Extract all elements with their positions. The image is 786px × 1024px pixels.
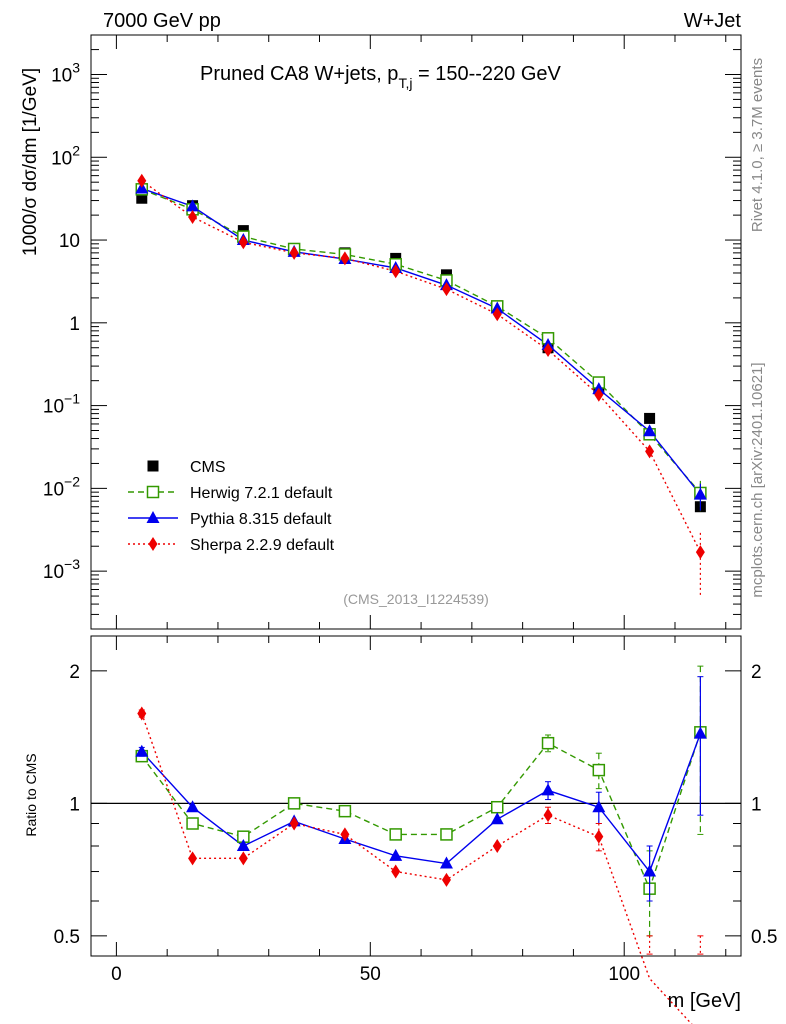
data-point <box>188 209 198 224</box>
ratio-point <box>135 744 149 757</box>
legend-entry: CMS <box>190 459 226 476</box>
ratio-tick-label-right: 1 <box>751 794 762 815</box>
legend-marker <box>146 485 160 499</box>
data-point <box>644 412 656 424</box>
data-point <box>391 264 401 279</box>
data-point <box>238 235 248 250</box>
ratio-point <box>592 800 606 813</box>
data-point <box>543 342 553 357</box>
y-tick-label: 10−1 <box>43 391 80 418</box>
ratio-tick-label: 0.5 <box>54 927 80 948</box>
ratio-series-line <box>141 713 693 1024</box>
analysis-id: (CMS_2013_I1224539) <box>343 591 489 607</box>
ratio-tick-label: 1 <box>69 794 80 815</box>
data-point <box>289 245 299 260</box>
axis-ticks: 0 50 100 10−3 10−2 10−1 1 10 102 103 0.5 0.5 1 1 2 2 <box>43 34 777 985</box>
ratio-point <box>186 800 200 813</box>
ratio-point <box>693 726 707 739</box>
ratio-point <box>441 872 451 887</box>
data-point <box>695 545 705 560</box>
ratio-point <box>490 812 504 825</box>
data-point <box>645 444 655 459</box>
ratio-point <box>440 828 453 841</box>
main-series-layer <box>135 173 707 597</box>
ratio-point <box>338 804 352 818</box>
data-point <box>643 424 657 437</box>
ratio-series-line <box>141 733 702 873</box>
main-plot-frame <box>90 34 742 630</box>
legend-marker <box>148 537 158 551</box>
y-tick-label: 102 <box>51 142 80 169</box>
ratio-point <box>236 839 250 852</box>
plot-title: Pruned CA8 W+jets, pT,j = 150--220 GeV <box>200 63 562 91</box>
ratio-point <box>137 706 147 721</box>
data-point <box>340 251 350 266</box>
ratio-tick-label-right: 0.5 <box>751 927 777 948</box>
ratio-point <box>389 828 402 841</box>
series-line <box>141 188 701 494</box>
y-tick-label: 10−3 <box>43 556 80 583</box>
legend: CMS Herwig 7.2.1 default Pythia 8.315 defa… <box>128 459 335 554</box>
ratio-series-line <box>141 732 702 891</box>
data-point <box>594 387 604 402</box>
ratio-point <box>491 800 504 814</box>
y-tick-label: 103 <box>51 59 80 86</box>
ratio-tick-label: 2 <box>69 662 80 683</box>
series-line <box>141 180 702 553</box>
ratio-point <box>543 808 553 823</box>
header-right: W+Jet <box>684 10 742 32</box>
y-axis-label: 1000/σ dσ/dm [1/GeV] <box>20 68 41 256</box>
x-tick-label: 0 <box>111 964 122 985</box>
ratio-y-axis-label: Ratio to CMS <box>23 753 39 836</box>
ratio-point <box>238 851 248 866</box>
data-point <box>492 307 502 322</box>
mcplots-label: mcplots.cern.ch [arXiv:2401.10621] <box>749 362 766 597</box>
data-point <box>441 282 451 297</box>
ratio-point <box>594 829 604 844</box>
legend-marker <box>147 460 159 472</box>
series-line <box>141 187 701 496</box>
ratio-point <box>541 783 555 796</box>
data-point <box>137 173 147 188</box>
ratio-point <box>541 736 555 750</box>
ratio-tick-label-right: 2 <box>751 662 762 683</box>
data-point <box>136 192 148 204</box>
ratio-point <box>439 856 453 869</box>
ratio-plot-frame <box>90 635 742 957</box>
ratio-series-layer <box>135 665 707 1024</box>
legend-entry: Pythia 8.315 default <box>190 511 332 528</box>
ratio-point <box>186 817 199 830</box>
ratio-point <box>492 839 502 854</box>
y-tick-label: 10−2 <box>43 473 80 500</box>
rivet-label: Rivet 4.1.0, ≥ 3.7M events <box>749 58 766 232</box>
ratio-point <box>188 851 198 866</box>
x-axis-label: m [GeV] <box>668 990 741 1012</box>
ratio-point <box>340 827 350 842</box>
legend-entry: Herwig 7.2.1 default <box>190 485 333 502</box>
x-tick-label: 50 <box>360 964 381 985</box>
ratio-point <box>391 864 401 879</box>
legend-marker <box>146 511 160 523</box>
y-tick-label: 10 <box>59 231 80 252</box>
ratio-point <box>287 797 301 810</box>
y-tick-label: 1 <box>69 314 80 335</box>
ratio-point <box>592 763 606 777</box>
ratio-point <box>389 848 403 861</box>
data-point <box>693 487 707 500</box>
legend-entry: Sherpa 2.2.9 default <box>190 537 335 554</box>
x-tick-label: 100 <box>608 964 640 985</box>
header-left: 7000 GeV pp <box>103 10 221 32</box>
ratio-point <box>643 864 657 877</box>
data-point <box>186 199 200 212</box>
ratio-point <box>289 816 299 831</box>
